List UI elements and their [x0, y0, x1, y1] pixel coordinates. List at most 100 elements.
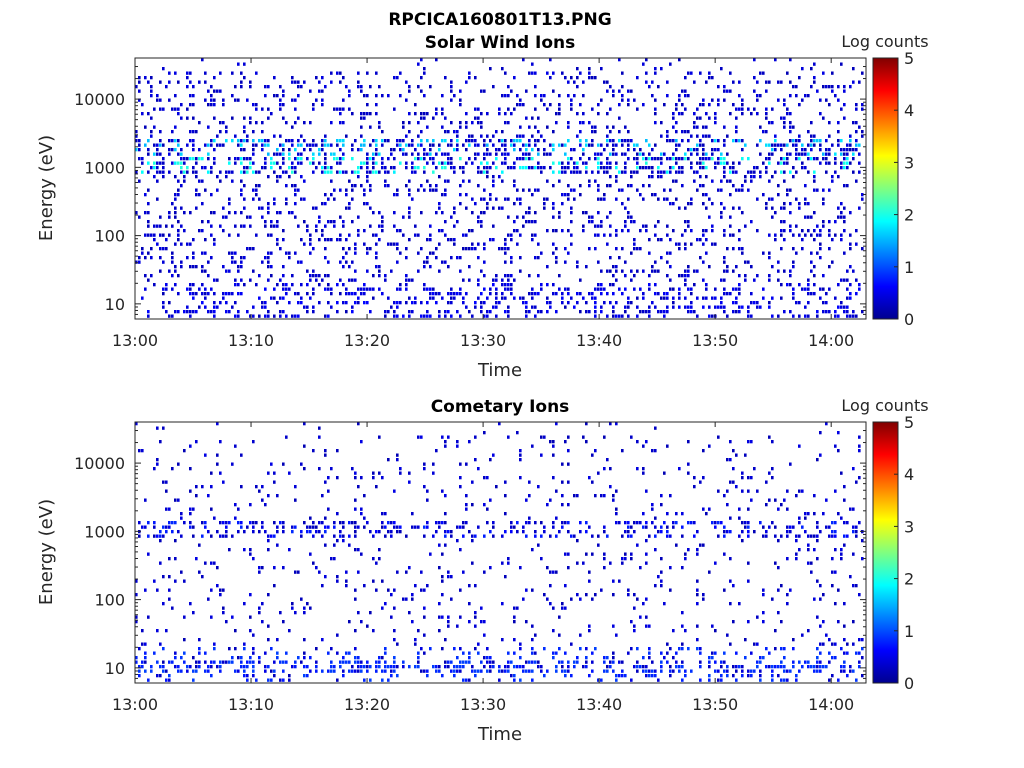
spectrogram-cell [738, 238, 741, 242]
spectrogram-cell [429, 265, 432, 269]
spectrogram-cell [144, 211, 147, 215]
spectrogram-cell [531, 651, 534, 655]
spectrogram-cell [321, 166, 324, 170]
spectrogram-cell [636, 107, 639, 111]
spectrogram-cell [429, 143, 432, 147]
spectrogram-cell [297, 116, 300, 120]
spectrogram-cell [759, 305, 762, 309]
spectrogram-cell [786, 669, 789, 673]
spectrogram-cell [285, 660, 288, 664]
spectrogram-cell [678, 296, 681, 300]
spectrogram-cell [732, 269, 735, 273]
spectrogram-cell [609, 301, 612, 305]
spectrogram-cell [744, 278, 747, 282]
spectrogram-cell [720, 521, 723, 525]
spectrogram-cell [300, 462, 303, 466]
spectrogram-cell [696, 134, 699, 138]
spectrogram-cell [774, 561, 777, 565]
spectrogram-cell [243, 148, 246, 152]
spectrogram-cell [141, 629, 144, 633]
spectrogram-cell [663, 602, 666, 606]
spectrogram-cell [240, 179, 243, 183]
spectrogram-cell [135, 660, 138, 664]
spectrogram-cell [276, 242, 279, 246]
spectrogram-cell [813, 274, 816, 278]
spectrogram-cell [252, 660, 255, 664]
spectrogram-cell [246, 678, 249, 682]
spectrogram-cell [162, 669, 165, 673]
colorbar-tick-label: 5 [904, 49, 914, 68]
spectrogram-cell [648, 274, 651, 278]
spectrogram-cell [723, 206, 726, 210]
spectrogram-cell [171, 107, 174, 111]
spectrogram-cell [783, 665, 786, 669]
spectrogram-cell [501, 292, 504, 296]
spectrogram-cell [465, 305, 468, 309]
spectrogram-cell [525, 211, 528, 215]
spectrogram-cell [393, 224, 396, 228]
spectrogram-cell [756, 112, 759, 116]
spectrogram-cell [558, 530, 561, 534]
spectrogram-cell [279, 278, 282, 282]
spectrogram-cell [837, 431, 840, 435]
spectrogram-cell [345, 579, 348, 583]
spectrogram-cell [828, 678, 831, 682]
spectrogram-cell [324, 157, 327, 161]
spectrogram-cell [513, 615, 516, 619]
spectrogram-cell [567, 161, 570, 165]
spectrogram-cell [189, 507, 192, 511]
spectrogram-cell [840, 148, 843, 152]
spectrogram-cell [228, 170, 231, 174]
spectrogram-cell [165, 247, 168, 251]
spectrogram-cell [237, 62, 240, 66]
spectrogram-cell [696, 143, 699, 147]
spectrogram-cell [489, 238, 492, 242]
spectrogram-cell [828, 161, 831, 165]
spectrogram-cell [468, 229, 471, 233]
spectrogram-cell [291, 80, 294, 84]
spectrogram-cell [222, 103, 225, 107]
spectrogram-cell [666, 530, 669, 534]
spectrogram-cell [264, 503, 267, 507]
spectrogram-cell [429, 184, 432, 188]
spectrogram-cell [729, 440, 732, 444]
spectrogram-cell [204, 561, 207, 565]
spectrogram-cell [201, 58, 204, 62]
spectrogram-cell [654, 157, 657, 161]
spectrogram-cell [363, 494, 366, 498]
spectrogram-cell [744, 453, 747, 457]
spectrogram-cell [171, 521, 174, 525]
spectrogram-cell [738, 107, 741, 111]
spectrogram-cell [408, 471, 411, 475]
spectrogram-cell [441, 615, 444, 619]
spectrogram-cell [504, 71, 507, 75]
spectrogram-cell [840, 62, 843, 66]
spectrogram-cell [249, 247, 252, 251]
spectrogram-cell [633, 665, 636, 669]
spectrogram-cell [183, 310, 186, 314]
spectrogram-cell [177, 665, 180, 669]
spectrogram-cell [477, 256, 480, 260]
spectrogram-cell [312, 449, 315, 453]
spectrogram-cell [630, 184, 633, 188]
spectrogram-cell [789, 588, 792, 592]
spectrogram-cell [780, 665, 783, 669]
spectrogram-cell [213, 98, 216, 102]
spectrogram-cell [138, 665, 141, 669]
spectrogram-cell [387, 170, 390, 174]
spectrogram-cell [198, 179, 201, 183]
spectrogram-cell [552, 130, 555, 134]
spectrogram-cell [255, 283, 258, 287]
spectrogram-cell [237, 507, 240, 511]
spectrogram-cell [771, 296, 774, 300]
spectrogram-cell [747, 674, 750, 678]
spectrogram-cell [210, 674, 213, 678]
spectrogram-cell [330, 305, 333, 309]
spectrogram-cell [651, 170, 654, 174]
spectrogram-cell [564, 606, 567, 610]
spectrogram-cell [237, 98, 240, 102]
spectrogram-cell [621, 152, 624, 156]
spectrogram-cell [762, 130, 765, 134]
spectrogram-cell [570, 296, 573, 300]
spectrogram-cell [153, 467, 156, 471]
